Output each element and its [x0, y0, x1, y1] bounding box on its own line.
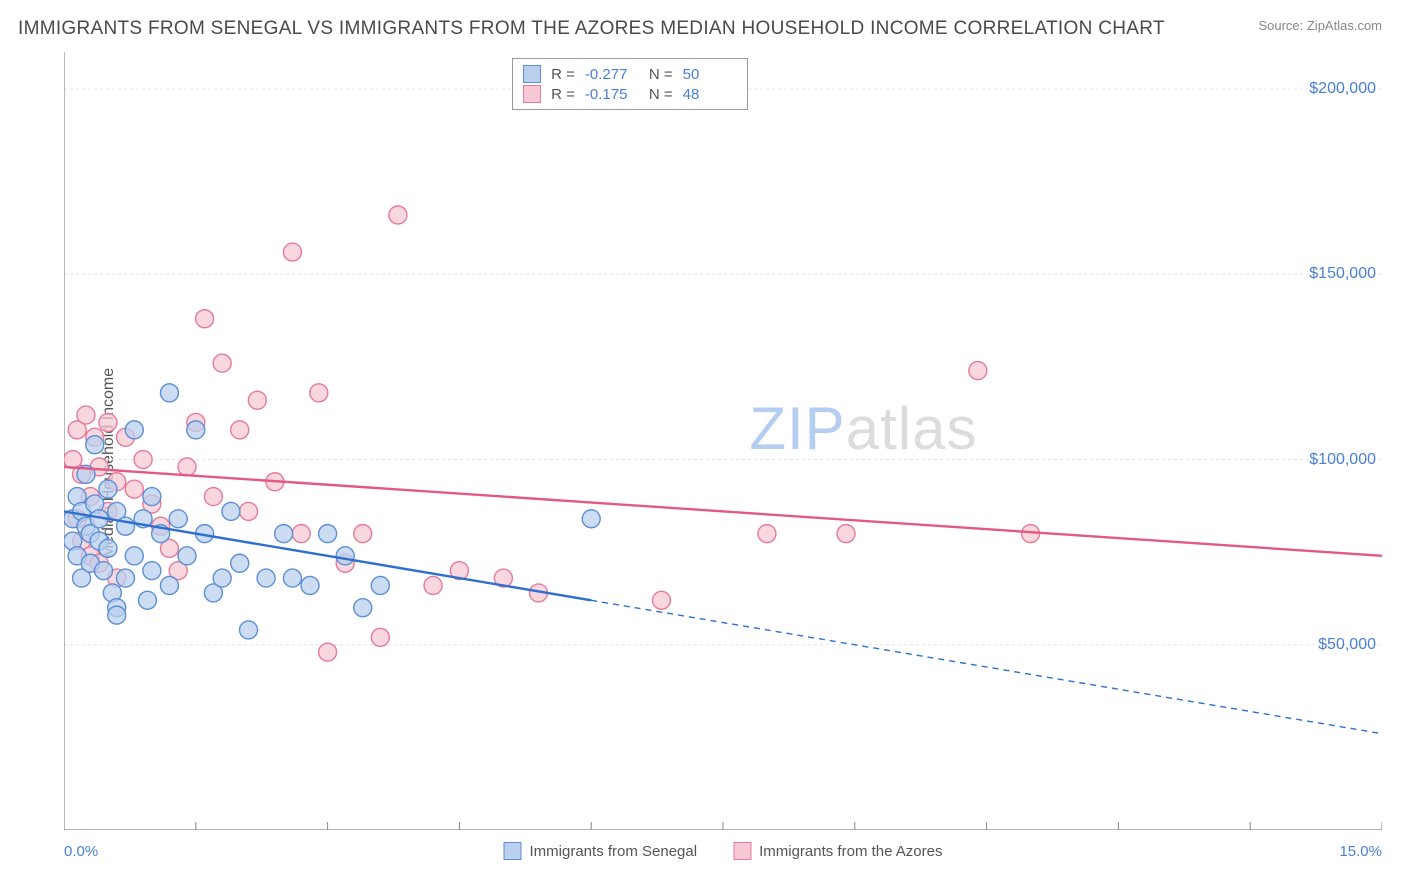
chart-container: Median Household Income ZIPatlas R = -0.…: [18, 52, 1382, 874]
legend-row-senegal: R = -0.277 N = 50: [523, 64, 737, 84]
scatter-svg: [64, 52, 1382, 830]
legend-item-azores: Immigrants from the Azores: [733, 842, 942, 860]
legend-label-senegal: Immigrants from Senegal: [530, 843, 698, 860]
plot-area: ZIPatlas R = -0.277 N = 50 R = -0.175 N …: [64, 52, 1382, 830]
swatch-azores-bottom: [733, 842, 751, 860]
chart-title: IMMIGRANTS FROM SENEGAL VS IMMIGRANTS FR…: [18, 18, 1165, 40]
swatch-azores: [523, 85, 541, 103]
series-legend: Immigrants from Senegal Immigrants from …: [504, 842, 943, 860]
y-tick-label: $150,000: [1309, 265, 1376, 283]
legend-item-senegal: Immigrants from Senegal: [504, 842, 698, 860]
r-value-senegal: -0.277: [585, 66, 639, 83]
r-value-azores: -0.175: [585, 86, 639, 103]
r-label: R =: [551, 86, 575, 103]
n-value-azores: 48: [683, 86, 737, 103]
n-label: N =: [649, 66, 673, 83]
legend-row-azores: R = -0.175 N = 48: [523, 84, 737, 104]
source-attribution: Source: ZipAtlas.com: [1258, 18, 1382, 33]
legend-label-azores: Immigrants from the Azores: [759, 843, 942, 860]
n-label: N =: [649, 86, 673, 103]
y-tick-label: $100,000: [1309, 451, 1376, 469]
x-min-label: 0.0%: [64, 843, 98, 860]
n-value-senegal: 50: [683, 66, 737, 83]
y-tick-label: $200,000: [1309, 80, 1376, 98]
x-axis-footer: 0.0% Immigrants from Senegal Immigrants …: [64, 834, 1382, 860]
x-max-label: 15.0%: [1339, 843, 1382, 860]
swatch-senegal: [523, 65, 541, 83]
y-tick-label: $50,000: [1318, 636, 1376, 654]
swatch-senegal-bottom: [504, 842, 522, 860]
correlation-legend: R = -0.277 N = 50 R = -0.175 N = 48: [512, 58, 748, 110]
r-label: R =: [551, 66, 575, 83]
